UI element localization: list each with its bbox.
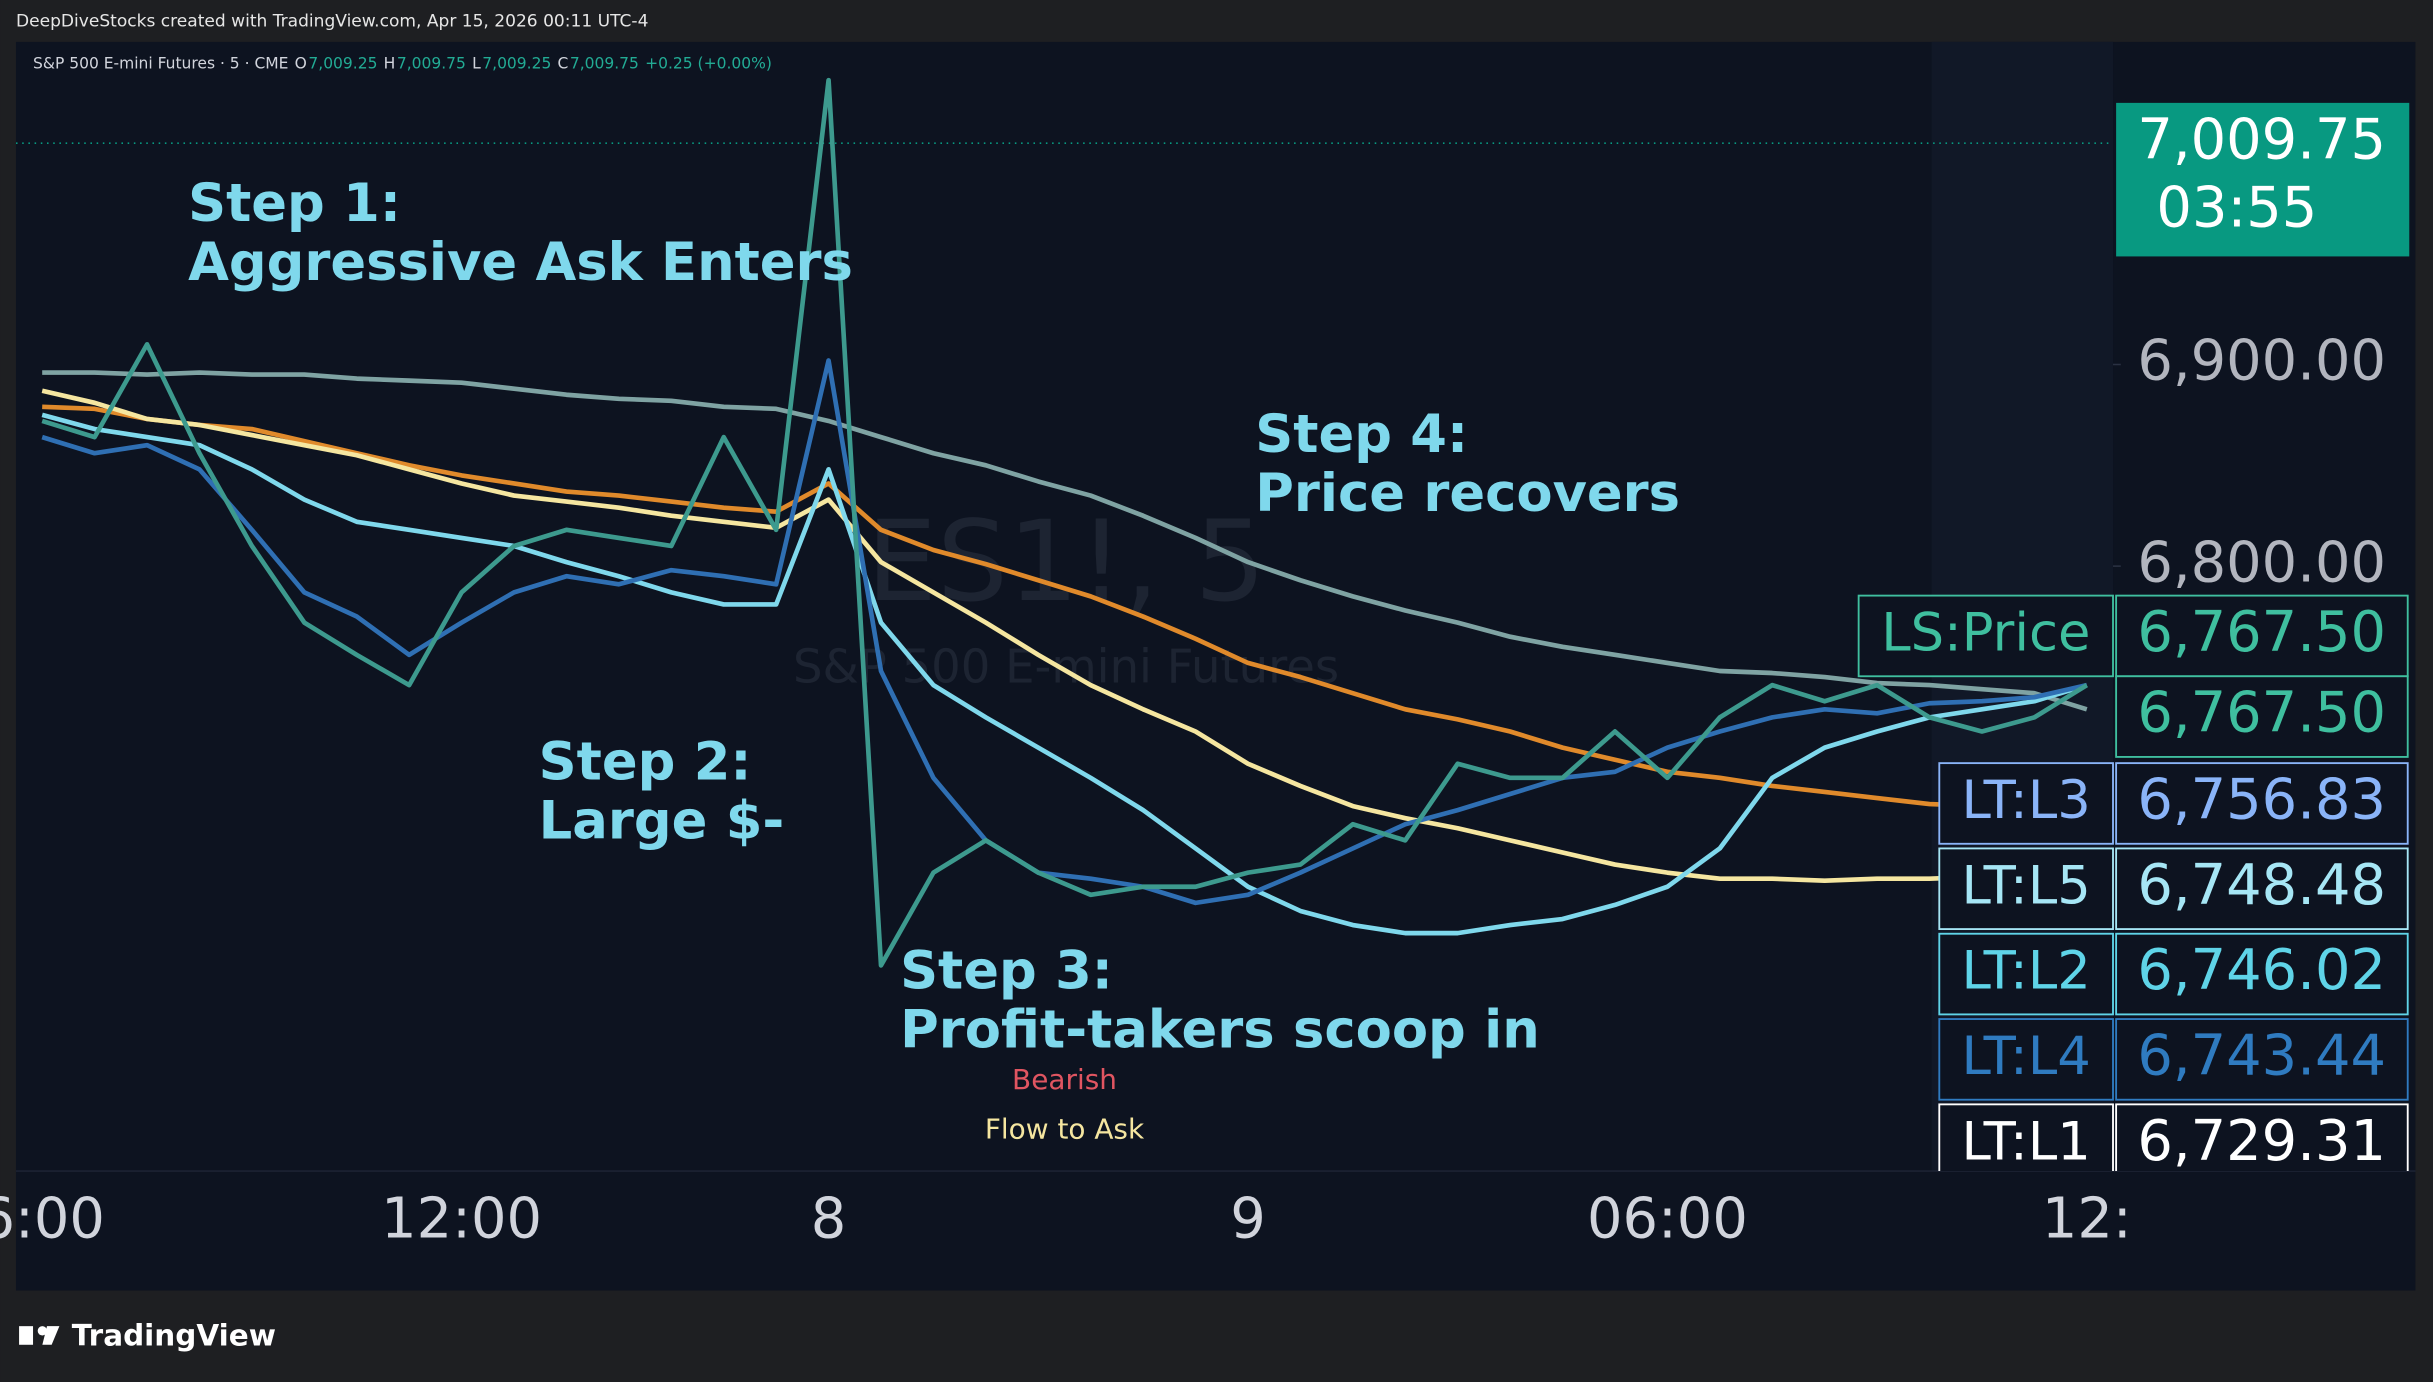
series-line [42, 404, 2087, 813]
series-line [42, 370, 2088, 712]
logo-mark [19, 1326, 34, 1345]
price-tag-value: 6,746.02 [2137, 938, 2386, 1003]
price-tag [2115, 762, 2409, 845]
annotation: Step 2: [539, 731, 752, 792]
ohlc-value: 7,009.75 [397, 54, 466, 72]
annotation: Price recovers [1255, 463, 1680, 524]
ohlc-value: 7,009.75 [570, 54, 639, 72]
last-price-tag [2116, 102, 2410, 257]
annotation: Flow to Ask [985, 1113, 1145, 1146]
price-tag-name: LT:L2 [1962, 941, 2091, 1002]
y-tick-label: 6,800.00 [2137, 530, 2386, 595]
logo [19, 1326, 60, 1345]
price-tag-value: 6,748.48 [2137, 853, 2386, 918]
x-tick-label: 12: [2042, 1186, 2132, 1251]
price-tag [2115, 1018, 2409, 1101]
brand: TradingView [72, 1319, 276, 1353]
price-tag-name: LT:L3 [1962, 770, 2091, 831]
annotation: Step 3: [900, 941, 1113, 1002]
x-tick-label: 6:00 [0, 1186, 105, 1251]
price-tag-name-box [1938, 1018, 2114, 1101]
credit: DeepDiveStocks created with TradingView.… [16, 12, 648, 32]
annotation: Large $- [539, 790, 785, 851]
price-tags: 6,767.50 LS:Price 6,767.50 6,756.83 LT:L3 6,7… [1857, 594, 2409, 1174]
price-tag-name-box [1938, 762, 2114, 845]
ohlc-label: H [384, 54, 396, 72]
x-tick-label: 9 [1230, 1186, 1266, 1251]
price-tag-name: LT:L1 [1962, 1111, 2091, 1172]
ohlc-label: O [295, 54, 307, 72]
price-tag-value: 6,729.31 [2137, 1109, 2386, 1174]
symbol-line: S&P 500 E-mini Futures · 5 · CME O 7,009.2… [33, 54, 772, 72]
price-tag [2115, 594, 2409, 678]
plot: ES1!, 5 S&P 500 E-mini Futures Step 1:Aggr… [15, 77, 2114, 1146]
ohlc-label: C [558, 54, 569, 72]
last-price-label: 7,009.75 [2137, 107, 2386, 172]
price-tag-name: LT:L5 [1962, 855, 2091, 916]
logo-mark [42, 1326, 60, 1345]
y-tick-label: 6,900.00 [2137, 329, 2386, 394]
price-tag-value: 6,743.44 [2137, 1024, 2386, 1089]
price-tag-name-box [1938, 1103, 2114, 1172]
change: +0.25 (+0.00%) [645, 54, 772, 72]
watermark-symbol: ES1!, 5 [866, 497, 1265, 627]
price-tag [2115, 675, 2409, 758]
price-tag-value: 6,756.83 [2137, 768, 2386, 833]
price-tag-value: 6,767.50 [2137, 600, 2386, 665]
price-tag-name-box [1938, 932, 2114, 1016]
x-tick-label: 12:00 [381, 1186, 542, 1251]
annotation: Aggressive Ask Enters [188, 232, 853, 293]
price-tag-name-box [1938, 847, 2114, 931]
ohlc-label: L [472, 54, 481, 72]
price-tag-value: 6,767.50 [2137, 681, 2386, 746]
price-tag-name: LT:L4 [1962, 1026, 2091, 1087]
ohlc-value: 7,009.25 [308, 54, 377, 72]
annotation: Bearish [1012, 1063, 1117, 1096]
price-tag [2115, 847, 2409, 931]
series-line [41, 412, 2088, 936]
logo-mark [37, 1326, 47, 1336]
price-tag-name-box [1857, 594, 2114, 678]
price-tag-name: LS:Price [1881, 603, 2090, 664]
ohlc-value: 7,009.25 [482, 54, 551, 72]
symbol: S&P 500 E-mini Futures · 5 · CME [33, 54, 288, 72]
price-tag [2115, 932, 2409, 1016]
series-line [41, 388, 2088, 884]
watermark-name: S&P 500 E-mini Futures [793, 640, 1339, 694]
annotation: Step 4: [1255, 404, 1468, 465]
x-tick-label: 8 [811, 1186, 847, 1251]
annotation: Step 1: [188, 173, 401, 234]
price-tag [2115, 1103, 2409, 1172]
countdown: 03:55 [2156, 176, 2317, 241]
series-line [41, 77, 2089, 968]
x-tick-label: 06:00 [1587, 1186, 1748, 1251]
series-line [41, 358, 2088, 906]
annotation: Profit-takers scoop in [900, 1000, 1540, 1061]
